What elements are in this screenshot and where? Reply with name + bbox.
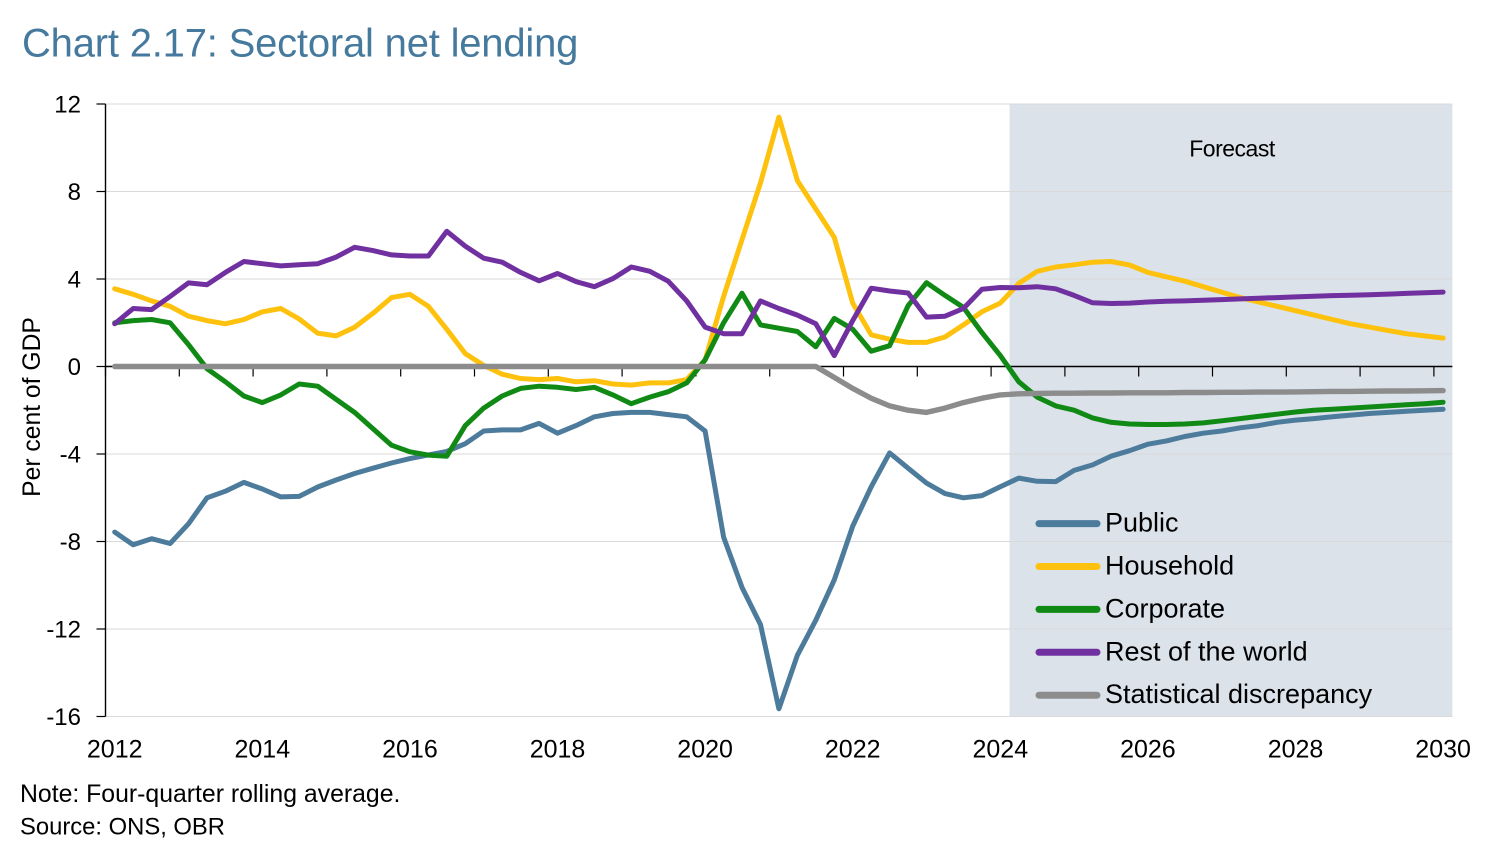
svg-text:2028: 2028: [1268, 736, 1324, 764]
svg-text:8: 8: [68, 179, 81, 206]
svg-text:Forecast: Forecast: [1189, 136, 1276, 162]
svg-text:2012: 2012: [87, 736, 143, 764]
svg-text:2016: 2016: [382, 736, 438, 764]
svg-text:-12: -12: [46, 617, 81, 644]
svg-text:Statistical discrepancy: Statistical discrepancy: [1105, 679, 1373, 709]
svg-text:Household: Household: [1105, 551, 1234, 581]
svg-text:Per cent of GDP: Per cent of GDP: [19, 317, 46, 497]
svg-text:0: 0: [68, 354, 81, 381]
svg-text:Source: ONS, OBR: Source: ONS, OBR: [20, 814, 225, 841]
svg-text:2014: 2014: [235, 736, 291, 764]
svg-text:2024: 2024: [973, 736, 1029, 764]
svg-text:4: 4: [68, 267, 81, 294]
svg-text:Note: Four-quarter rolling ave: Note: Four-quarter rolling average.: [20, 781, 400, 808]
svg-text:2022: 2022: [825, 736, 881, 764]
svg-text:2018: 2018: [530, 736, 586, 764]
svg-text:-8: -8: [60, 529, 81, 556]
svg-text:2026: 2026: [1120, 736, 1176, 764]
svg-text:-16: -16: [46, 704, 81, 731]
svg-text:2020: 2020: [677, 736, 733, 764]
svg-text:2030: 2030: [1415, 736, 1471, 764]
svg-text:Public: Public: [1105, 508, 1179, 538]
svg-text:-4: -4: [60, 442, 81, 469]
svg-text:Rest of the world: Rest of the world: [1105, 636, 1308, 666]
svg-text:12: 12: [54, 92, 81, 119]
svg-text:Corporate: Corporate: [1105, 593, 1225, 623]
svg-text:Chart 2.17: Sectoral net lendi: Chart 2.17: Sectoral net lending: [22, 22, 578, 66]
